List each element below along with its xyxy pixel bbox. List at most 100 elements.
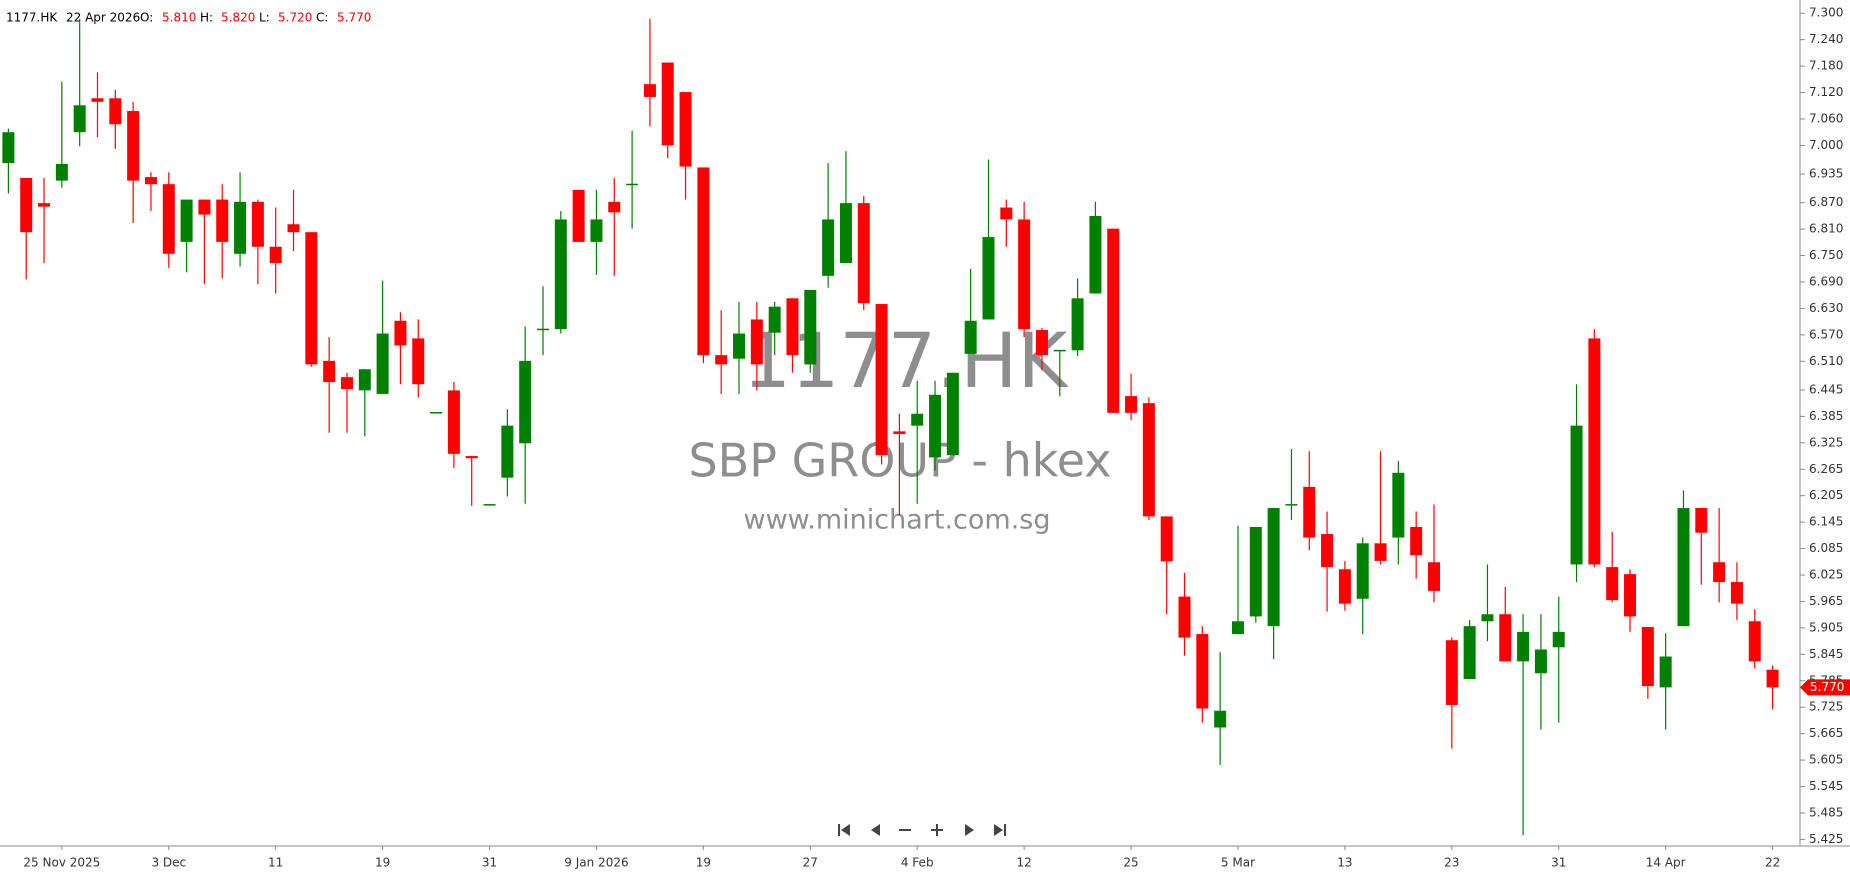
nav-controls xyxy=(834,820,1006,840)
y-tick-label: 6.870 xyxy=(1809,195,1843,209)
y-tick-label: 6.145 xyxy=(1809,515,1843,529)
y-tick-label: 5.725 xyxy=(1809,700,1843,714)
candle-body xyxy=(1766,669,1779,688)
header-label: O: xyxy=(140,11,153,25)
candle-body xyxy=(893,431,906,435)
candle-body xyxy=(929,394,942,458)
candle-body xyxy=(608,201,621,213)
y-tick-label: 6.385 xyxy=(1809,409,1843,423)
nav-zoom-out[interactable] xyxy=(899,829,911,831)
watermark-site: www.minichart.com.sg xyxy=(744,505,1051,536)
nav-icon[interactable] xyxy=(994,824,1003,836)
header: 1177.HK 22 Apr 2026 O: 5.810 H: 5.820 L:… xyxy=(6,11,371,25)
candle-body xyxy=(1641,627,1654,687)
candle-body xyxy=(1125,396,1138,413)
x-tick-label: 23 xyxy=(1444,856,1459,870)
nav-prev[interactable] xyxy=(871,824,880,836)
candle-body xyxy=(305,232,318,365)
x-tick-label: 4 Feb xyxy=(901,856,934,870)
candle-body xyxy=(964,320,977,354)
y-tick-label: 5.485 xyxy=(1809,805,1843,819)
candle-body xyxy=(875,304,888,456)
nav-icon[interactable] xyxy=(838,824,840,836)
candle-body xyxy=(911,413,924,426)
candle-body xyxy=(180,199,193,242)
candle-body xyxy=(1231,621,1244,635)
y-tick-label: 6.325 xyxy=(1809,435,1843,449)
candle-body xyxy=(1481,614,1494,622)
nav-icon[interactable] xyxy=(936,824,938,836)
candle-body xyxy=(234,201,247,254)
candle-body xyxy=(2,132,15,164)
nav-icon[interactable] xyxy=(965,824,974,836)
y-tick-label: 7.060 xyxy=(1809,111,1843,125)
candle-body xyxy=(198,199,211,215)
y-tick-label: 5.425 xyxy=(1809,832,1843,846)
candle-body xyxy=(1499,614,1512,662)
candle-body xyxy=(162,184,175,254)
x-tick-label: 19 xyxy=(696,856,711,870)
candle-body xyxy=(38,203,51,207)
candle-body xyxy=(1445,640,1458,705)
candle-body xyxy=(697,167,710,356)
candle-body xyxy=(1160,516,1173,562)
candle-body xyxy=(465,456,478,459)
x-tick-label: 12 xyxy=(1016,856,1031,870)
nav-last[interactable] xyxy=(994,824,1006,836)
nav-icon[interactable] xyxy=(899,829,911,831)
nav-zoom-in[interactable] xyxy=(931,824,943,836)
header-value: 5.810 xyxy=(162,11,196,25)
candle-body xyxy=(1249,526,1262,617)
nav-icon[interactable] xyxy=(871,824,880,836)
candle-body xyxy=(1356,543,1369,599)
y-tick-label: 7.120 xyxy=(1809,85,1843,99)
candle-body xyxy=(750,319,763,365)
candle-body xyxy=(679,92,692,167)
header-symbol: 1177.HK xyxy=(6,11,58,25)
nav-icon[interactable] xyxy=(1004,824,1006,836)
candle-body xyxy=(1606,567,1619,601)
candle-body xyxy=(216,199,229,242)
y-tick-label: 5.905 xyxy=(1809,620,1843,634)
candle-body xyxy=(537,328,549,331)
candle-body xyxy=(554,219,567,330)
y-tick-label: 7.300 xyxy=(1809,6,1843,20)
candle-body xyxy=(144,177,157,185)
y-tick-label: 7.180 xyxy=(1809,59,1843,73)
y-tick-label: 6.750 xyxy=(1809,248,1843,262)
x-tick-label: 22 xyxy=(1765,856,1780,870)
candle-body xyxy=(269,246,282,264)
candle-body xyxy=(804,289,817,365)
nav-icon[interactable] xyxy=(841,824,850,836)
candle-body xyxy=(1748,621,1761,662)
candle-body xyxy=(376,333,389,394)
candle-body xyxy=(1730,582,1743,604)
candle-body xyxy=(358,369,371,391)
candles xyxy=(2,18,1779,836)
y-tick-label: 6.445 xyxy=(1809,382,1843,396)
x-tick-label: 27 xyxy=(803,856,818,870)
candle-body xyxy=(501,425,514,478)
header-value: 5.770 xyxy=(337,11,371,25)
candle-body xyxy=(1588,338,1601,565)
nav-first[interactable] xyxy=(834,820,852,840)
candle-body xyxy=(1374,543,1387,561)
candle-body xyxy=(412,338,425,385)
candle-body xyxy=(982,237,995,320)
candle-body xyxy=(1624,574,1637,617)
candle-body xyxy=(430,411,443,414)
candle-body xyxy=(1178,596,1191,638)
candle-body xyxy=(1071,298,1084,351)
x-tick-label: 19 xyxy=(375,856,390,870)
header-label: C: xyxy=(316,11,328,25)
y-tick-label: 6.265 xyxy=(1809,462,1843,476)
candle-body xyxy=(643,84,656,97)
y-tick-label: 5.665 xyxy=(1809,726,1843,740)
candle-body xyxy=(1570,425,1583,565)
candle-body xyxy=(715,355,728,365)
nav-next[interactable] xyxy=(965,824,974,836)
candle-body xyxy=(447,390,460,454)
x-tick-label: 25 xyxy=(1123,856,1138,870)
y-tick-label: 5.545 xyxy=(1809,779,1843,793)
candle-body xyxy=(323,360,336,383)
